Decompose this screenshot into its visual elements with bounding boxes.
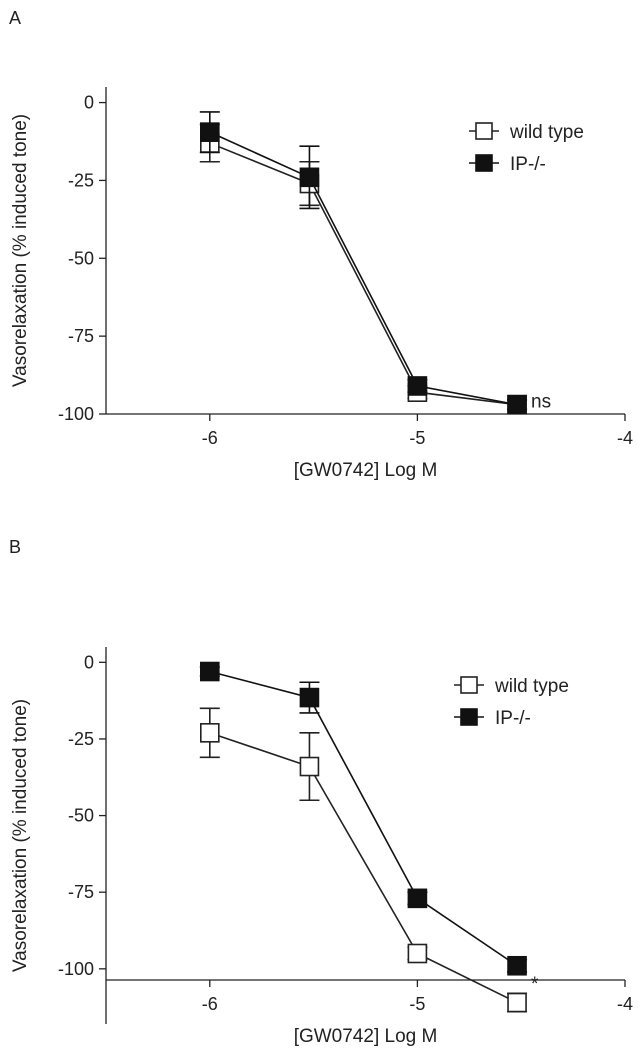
x-tick-label: -4 <box>617 428 633 448</box>
data-point-filled-square <box>299 167 320 188</box>
x-tick-label: -5 <box>409 428 425 448</box>
x-tick-label: -5 <box>409 994 425 1014</box>
data-point-open-square <box>200 723 220 743</box>
legend-filled-square-icon <box>475 154 493 172</box>
y-tick-label: -100 <box>58 959 94 979</box>
x-tick-label: -6 <box>202 994 218 1014</box>
significance-annotation: * <box>531 974 539 995</box>
y-tick-label: -25 <box>68 729 94 749</box>
legend-filled-square-icon <box>460 708 478 726</box>
panel-a: A 0 -25 -50 -75 -100 -6 -5 -4 [GW0742] Log M Vaso… <box>0 0 638 520</box>
data-point-filled-square <box>200 122 220 142</box>
data-point-filled-square <box>407 376 428 396</box>
chart-b: 0 -25 -50 -75 -100 -6 -5 -4 [GW0742] Log M Vasore… <box>10 647 633 1047</box>
data-point-filled-square <box>200 661 220 682</box>
y-tick-label: -100 <box>58 404 94 424</box>
legend-open-square-icon <box>475 122 493 140</box>
data-point-open-square <box>407 943 428 964</box>
y-tick-label: -75 <box>68 326 94 346</box>
x-tick-label: -6 <box>202 428 218 448</box>
data-point-filled-square <box>507 394 527 415</box>
y-tick-label: -25 <box>68 170 94 190</box>
y-tick-label: -75 <box>68 882 94 902</box>
x-tick-label: -4 <box>617 994 633 1014</box>
series-line-wild-type <box>209 732 518 1004</box>
y-axis-title: Vasorelaxation (% induced tone) <box>10 114 31 387</box>
legend-label: IP-/- <box>495 708 531 729</box>
legend-label: IP-/- <box>510 154 546 175</box>
chart-a: 0 -25 -50 -75 -100 -6 -5 -4 [GW0742] Log M Vasore… <box>10 87 633 481</box>
series-line-wild-type <box>209 142 518 406</box>
y-tick-label: 0 <box>84 93 94 113</box>
legend-label: wild type <box>494 676 569 697</box>
series-line-ip-knockout <box>209 131 518 406</box>
data-point-open-square <box>507 992 527 1013</box>
legend-open-square-icon <box>460 676 478 694</box>
y-tick-label: 0 <box>84 652 94 672</box>
panel-label: A <box>9 8 22 28</box>
x-axis-title: [GW0742] Log M <box>294 460 438 481</box>
data-point-filled-square <box>507 955 527 976</box>
x-axis-title: [GW0742] Log M <box>294 1026 438 1047</box>
data-point-open-square <box>299 756 320 777</box>
data-point-filled-square <box>407 888 428 909</box>
y-tick-label: -50 <box>68 248 94 268</box>
data-point-filled-square <box>299 687 320 708</box>
y-tick-label: -50 <box>68 806 94 826</box>
panel-b: B 0 -25 -50 -75 -100 -6 -5 -4 [GW0742] Log M Vaso… <box>0 529 638 1049</box>
series-line-ip-knockout <box>209 670 518 967</box>
y-axis-title: Vasorelaxation (% induced tone) <box>10 699 31 972</box>
significance-annotation: ns <box>531 392 551 413</box>
panel-label: B <box>9 537 22 557</box>
legend-label: wild type <box>509 122 584 143</box>
